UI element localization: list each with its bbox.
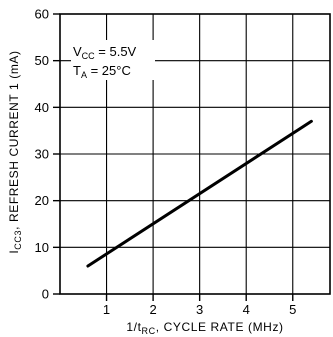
y-tick-label-10: 10 xyxy=(35,240,49,255)
x-axis-ticks: 1 2 3 4 5 xyxy=(103,294,296,317)
y-axis-ticks: 0 10 20 30 40 50 60 xyxy=(35,7,60,302)
y-tick-label-60: 60 xyxy=(35,7,49,22)
annotation-background xyxy=(71,40,155,80)
y-tick-label-0: 0 xyxy=(42,287,49,302)
series-layer xyxy=(86,119,313,268)
y-tick-label-30: 30 xyxy=(35,147,49,162)
y-axis-label: ICC3, REFRESH CURRENT 1 (mA) xyxy=(7,50,23,253)
x-tick-label-4: 4 xyxy=(243,302,250,317)
x-axis-label: 1/tRC, CYCLE RATE (MHz) xyxy=(126,320,283,336)
x-tick-label-1: 1 xyxy=(103,302,110,317)
annotation-vcc: VCC = 5.5V xyxy=(73,44,137,61)
y-tick-label-40: 40 xyxy=(35,100,49,115)
annotation-ta: TA = 25°C xyxy=(73,63,131,80)
series-line-0 xyxy=(86,119,313,268)
x-tick-label-5: 5 xyxy=(289,302,296,317)
x-tick-label-3: 3 xyxy=(196,302,203,317)
y-tick-label-20: 20 xyxy=(35,193,49,208)
y-tick-label-50: 50 xyxy=(35,53,49,68)
x-tick-label-2: 2 xyxy=(149,302,156,317)
